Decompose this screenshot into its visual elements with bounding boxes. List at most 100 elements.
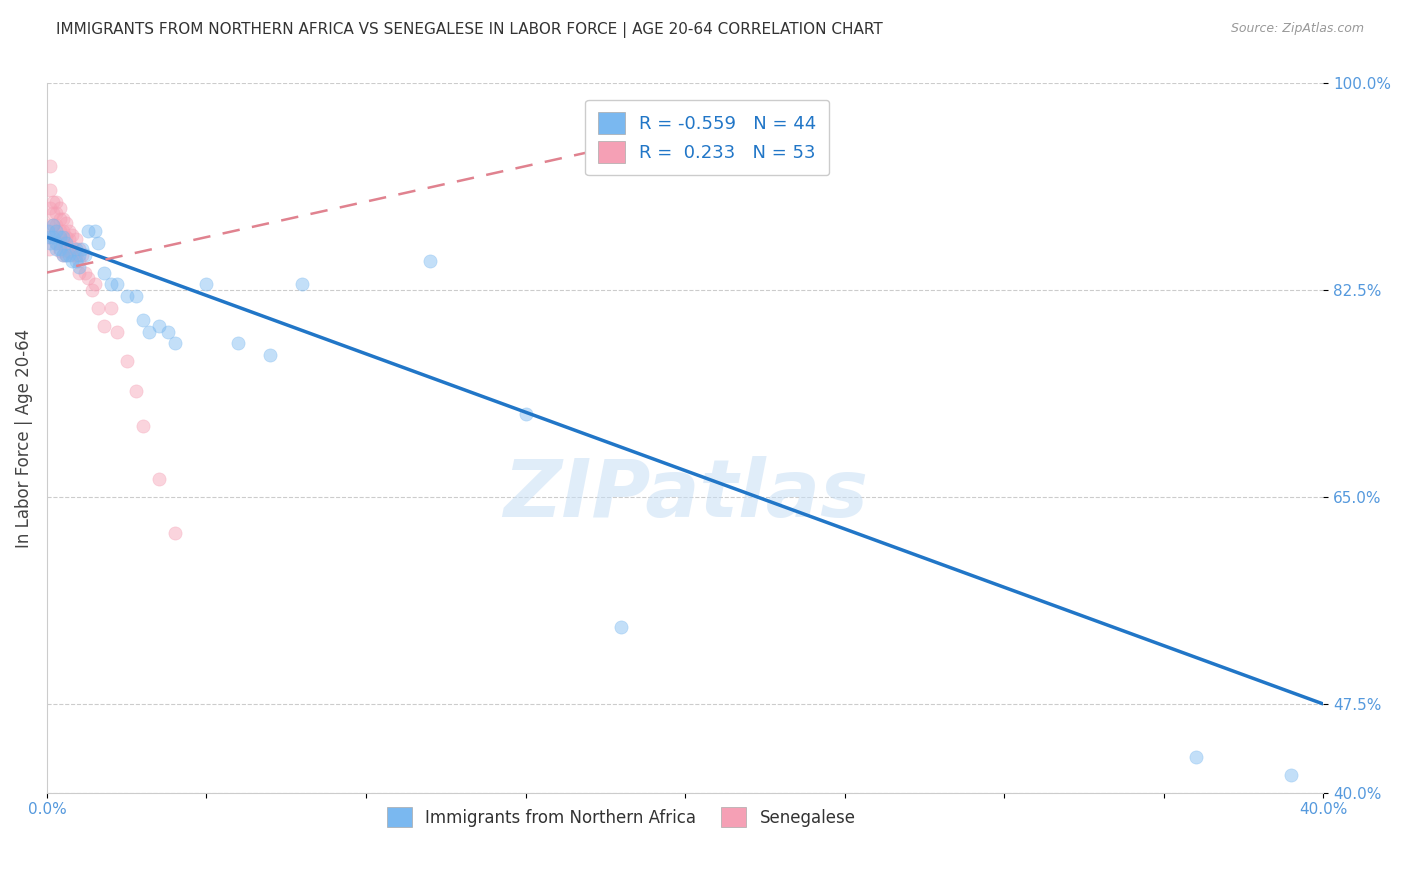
Point: [48, 235, 70, 250]
Point: [39, 159, 62, 173]
Point: [39, 235, 62, 250]
Point: [93, 318, 115, 333]
Point: [62, 253, 84, 268]
Point: [48, 244, 70, 259]
Point: [131, 419, 153, 434]
Point: [131, 313, 153, 327]
Point: [52, 248, 75, 262]
Point: [37, 219, 59, 233]
Point: [48, 224, 70, 238]
Point: [39, 230, 62, 244]
Point: [148, 472, 170, 486]
Point: [93, 266, 115, 280]
Point: [55, 248, 77, 262]
Point: [52, 212, 75, 227]
Point: [42, 219, 65, 233]
Point: [115, 354, 138, 368]
Point: [45, 235, 67, 250]
Point: [38, 242, 60, 256]
Point: [65, 232, 87, 246]
Point: [48, 201, 70, 215]
Point: [148, 318, 170, 333]
Point: [45, 235, 67, 250]
Point: [42, 219, 65, 233]
Point: [58, 244, 80, 259]
Point: [45, 242, 67, 256]
Point: [138, 325, 160, 339]
Point: [100, 301, 122, 315]
Point: [163, 336, 186, 351]
Point: [67, 242, 90, 256]
Point: [55, 230, 77, 244]
Point: [115, 289, 138, 303]
Point: [87, 235, 110, 250]
Point: [67, 253, 90, 268]
Point: [419, 253, 441, 268]
Point: [67, 266, 90, 280]
Point: [65, 253, 87, 268]
Point: [75, 248, 97, 262]
Point: [100, 277, 122, 292]
Point: [58, 248, 80, 262]
Point: [67, 248, 90, 262]
Point: [45, 224, 67, 238]
Text: ZIPatlas: ZIPatlas: [502, 456, 868, 533]
Point: [83, 224, 105, 238]
Point: [55, 239, 77, 253]
Point: [163, 525, 186, 540]
Point: [58, 232, 80, 246]
Point: [125, 289, 148, 303]
Point: [52, 224, 75, 238]
Point: [125, 384, 148, 398]
Point: [80, 283, 103, 297]
Point: [105, 277, 128, 292]
Point: [515, 408, 537, 422]
Point: [52, 230, 75, 244]
Point: [62, 227, 84, 242]
Point: [87, 301, 110, 315]
Point: [48, 230, 70, 244]
Point: [37, 224, 59, 238]
Point: [37, 230, 59, 244]
Point: [259, 348, 281, 362]
Point: [52, 248, 75, 262]
Point: [75, 266, 97, 280]
Y-axis label: In Labor Force | Age 20-64: In Labor Force | Age 20-64: [15, 328, 32, 548]
Point: [77, 224, 100, 238]
Point: [45, 206, 67, 220]
Point: [83, 277, 105, 292]
Point: [39, 201, 62, 215]
Point: [62, 239, 84, 253]
Point: [228, 336, 250, 351]
Legend: Immigrants from Northern Africa, Senegalese: Immigrants from Northern Africa, Senegal…: [380, 800, 862, 834]
Point: [65, 242, 87, 256]
Point: [105, 325, 128, 339]
Point: [42, 230, 65, 244]
Point: [45, 194, 67, 209]
Point: [67, 260, 90, 274]
Point: [1184, 750, 1206, 764]
Point: [70, 242, 93, 256]
Text: Source: ZipAtlas.com: Source: ZipAtlas.com: [1230, 22, 1364, 36]
Point: [48, 242, 70, 256]
Point: [291, 277, 314, 292]
Point: [45, 224, 67, 238]
Point: [42, 194, 65, 209]
Point: [52, 235, 75, 250]
Point: [195, 277, 218, 292]
Point: [65, 248, 87, 262]
Point: [58, 224, 80, 238]
Point: [70, 248, 93, 262]
Point: [55, 248, 77, 262]
Point: [42, 230, 65, 244]
Point: [55, 235, 77, 250]
Point: [610, 620, 633, 634]
Point: [157, 325, 180, 339]
Text: IMMIGRANTS FROM NORTHERN AFRICA VS SENEGALESE IN LABOR FORCE | AGE 20-64 CORRELA: IMMIGRANTS FROM NORTHERN AFRICA VS SENEG…: [56, 22, 883, 38]
Point: [45, 219, 67, 233]
Point: [1279, 768, 1302, 782]
Point: [39, 183, 62, 197]
Point: [55, 216, 77, 230]
Point: [48, 212, 70, 227]
Point: [77, 271, 100, 285]
